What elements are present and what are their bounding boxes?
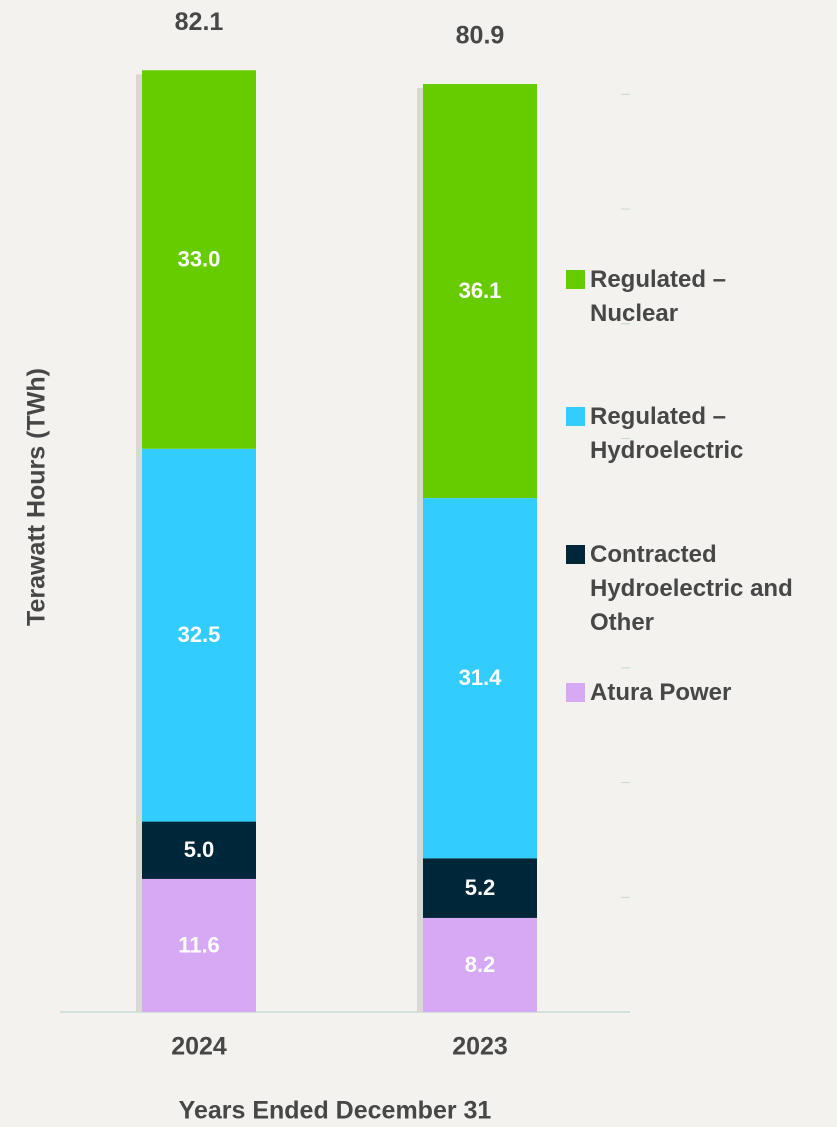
legend-label: Contracted Hydroelectric and Other [590,541,793,636]
legend-label: Regulated – Hydroelectric [590,403,744,464]
bar-segment [142,821,256,879]
y-axis-title: Terawatt Hours (TWh) [23,368,51,626]
bar-shadow [417,88,425,1012]
legend-swatch [566,407,585,426]
x-tick-label: 2023 [452,1033,508,1061]
bar-segment [142,448,256,822]
data-label: 5.0 [184,837,215,862]
bar-segment [142,70,256,449]
data-label: 31.4 [459,665,503,690]
bar-segment [423,858,537,918]
bar-segment [423,917,537,1012]
total-label: 82.1 [175,8,224,36]
legend-label: Regulated – Nuclear [590,266,727,327]
legend-entry: Atura Power [566,676,826,710]
data-label: 11.6 [178,932,220,957]
legend-swatch [566,270,585,289]
legend-entry: Contracted Hydroelectric and Other [566,538,826,640]
legend-swatch [566,545,585,564]
bar-shadow [136,74,144,1012]
total-label: 80.9 [456,22,505,50]
data-label: 5.2 [465,875,496,900]
x-tick-label: 2024 [171,1033,227,1061]
legend-label: Atura Power [590,679,732,706]
legend-swatch [566,683,585,702]
bar-segment [142,878,256,1012]
data-label: 32.5 [178,622,221,647]
data-label: 8.2 [465,952,496,977]
bar-segment [423,84,537,499]
x-axis-title: Years Ended December 31 [179,1097,492,1125]
legend-entry: Regulated – Hydroelectric [566,400,766,468]
legend-entry: Regulated – Nuclear [566,263,741,331]
data-label: 36.1 [459,278,502,303]
bar-segment [423,498,537,859]
data-label: 33.0 [178,246,221,271]
